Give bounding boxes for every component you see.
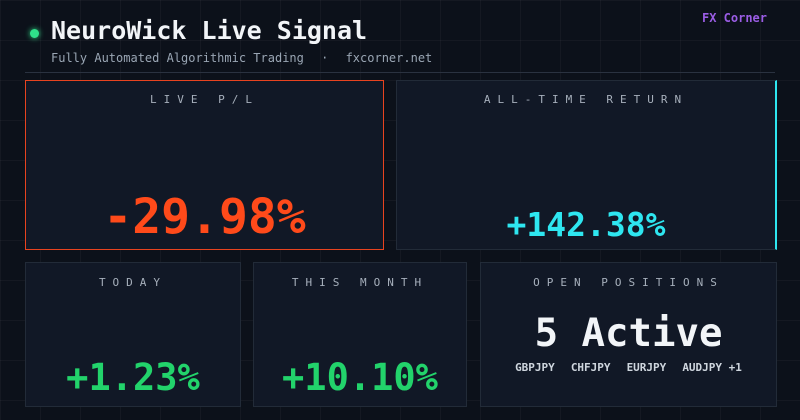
brand: FX Corner	[701, 11, 767, 25]
card-label: THIS MONTH	[291, 276, 429, 289]
card-value: +1.23%	[66, 356, 200, 399]
card-label: ALL-TIME RETURN	[483, 93, 689, 106]
card-today: TODAY +1.23%	[25, 262, 241, 407]
card-positions: OPEN POSITIONS 5 Active GBPJPY CHFJPY EURJ…	[480, 262, 777, 407]
card-value: +142.38%	[506, 205, 666, 244]
card-label: OPEN POSITIONS	[533, 276, 724, 289]
card-live-pl: LIVE P/L -29.98%	[25, 80, 384, 250]
status-dot	[30, 29, 39, 38]
divider	[25, 72, 775, 73]
card-month: THIS MONTH +10.10%	[253, 262, 467, 407]
card-label: LIVE P/L	[150, 93, 259, 106]
separator: ·	[321, 51, 329, 65]
site: fxcorner.net	[345, 51, 433, 65]
card-all-time: ALL-TIME RETURN +142.38%	[396, 80, 777, 250]
card-label: TODAY	[98, 276, 168, 289]
card-value: 5 Active	[534, 311, 723, 356]
pair: GBPJPY	[515, 361, 555, 374]
pair: CHFJPY	[570, 361, 611, 374]
title: NeuroWick Live Signal	[51, 16, 368, 45]
subtitle: Fully Automated Algorithmic Trading	[51, 51, 304, 65]
card-value: +10.10%	[282, 356, 438, 399]
card-value: -29.98%	[103, 189, 306, 245]
subtitle-row: Fully Automated Algorithmic Trading · fx…	[51, 51, 442, 65]
pair: AUDJPY +1	[682, 361, 742, 374]
pair-list: GBPJPY CHFJPY EURJPY AUDJPY +1	[481, 361, 776, 374]
pair: EURJPY	[626, 361, 667, 374]
